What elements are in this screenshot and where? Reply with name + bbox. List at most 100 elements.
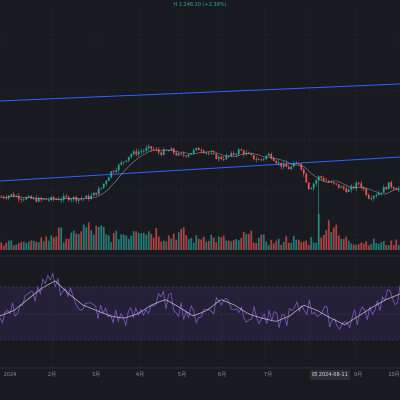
candle-body <box>202 150 205 153</box>
volume-bar <box>125 235 128 250</box>
candle-body <box>97 188 100 195</box>
candle-body <box>22 199 25 201</box>
candle-body <box>392 187 395 189</box>
volume-bar <box>350 243 353 250</box>
x-axis-tick-label: 6月 <box>217 372 227 378</box>
volume-bar <box>12 245 15 250</box>
volume-bar <box>295 239 298 250</box>
volume-bar <box>182 227 185 250</box>
volume-bar <box>162 240 165 250</box>
x-axis-tick-label: 4月 <box>135 372 145 378</box>
volume-bar <box>97 226 100 250</box>
volume-bar <box>157 236 160 250</box>
candle-body <box>130 154 133 157</box>
volume-bar <box>10 240 13 250</box>
candle-body <box>315 180 318 184</box>
volume-bar <box>20 241 23 250</box>
candle-body <box>377 193 380 196</box>
candle-body <box>387 182 390 190</box>
volume-bar <box>202 236 205 250</box>
candle-body <box>302 169 305 174</box>
candle-body <box>312 183 315 189</box>
volume-bar <box>102 226 105 250</box>
candle-body <box>70 199 73 201</box>
volume-bar <box>155 227 158 250</box>
volume-bar <box>192 242 195 250</box>
volume-bar <box>132 231 135 250</box>
candle-body <box>85 195 88 199</box>
volume-bar <box>237 240 240 250</box>
volume-bar <box>85 227 88 250</box>
volume-bar <box>280 244 283 250</box>
candle-body <box>277 162 280 164</box>
volume-bar <box>245 233 248 250</box>
volume-bar <box>80 231 83 250</box>
volume-bar <box>215 242 218 250</box>
candle-body <box>127 156 130 161</box>
volume-bar <box>217 236 220 250</box>
candle-body <box>390 182 393 188</box>
volume-bar <box>195 235 198 250</box>
volume-bar <box>255 243 258 250</box>
candle-body <box>192 150 195 154</box>
candle-body <box>222 159 225 160</box>
x-axis-tick-label: 5月 <box>177 372 187 378</box>
candle-body <box>17 195 20 200</box>
candle-body <box>372 196 375 199</box>
candle-body <box>92 192 95 196</box>
volume-bar <box>2 245 5 250</box>
candle-body <box>257 159 260 161</box>
candle-body <box>37 197 40 202</box>
candle-body <box>325 180 328 182</box>
x-axis-tick-label: 四 2024-08-11 <box>310 370 350 380</box>
candle-body <box>230 153 233 157</box>
volume-bar <box>335 224 338 250</box>
volume-bar <box>230 241 233 250</box>
volume-bar <box>137 232 140 250</box>
volume-bar <box>310 236 313 250</box>
volume-bar <box>210 234 213 250</box>
volume-bar <box>15 244 18 250</box>
volume-bar <box>112 233 115 250</box>
candle-body <box>300 163 303 170</box>
candle-body <box>147 146 150 149</box>
candle-body <box>52 197 55 200</box>
candle-body <box>107 177 110 181</box>
candle-body <box>95 192 98 195</box>
candle-body <box>357 182 360 184</box>
candle-body <box>47 199 50 201</box>
candle-body <box>382 187 385 193</box>
volume-bar <box>342 239 345 250</box>
volume-bar <box>337 235 340 250</box>
candle-body <box>252 154 255 160</box>
volume-bar <box>360 242 363 250</box>
volume-bar <box>120 234 123 250</box>
candle-body <box>367 195 370 199</box>
volume-bar <box>367 245 370 250</box>
volume-bar <box>160 241 163 250</box>
candle-body <box>310 188 313 190</box>
price-info-header: H 2,248.20 (+2.38%) <box>173 2 227 8</box>
candle-body <box>5 197 8 199</box>
candle-body <box>122 161 125 163</box>
volume-bar <box>382 241 385 250</box>
candle-body <box>380 192 383 194</box>
volume-bar <box>40 237 43 250</box>
volume-bar <box>260 234 263 250</box>
candle-body <box>35 197 38 202</box>
candle-body <box>320 176 323 178</box>
volume-bar <box>330 232 333 250</box>
volume-bar <box>180 228 183 250</box>
candle-body <box>102 183 105 188</box>
candle-body <box>207 152 210 154</box>
x-axis-tick-label: 2月 <box>47 372 57 378</box>
candle-body <box>375 195 378 197</box>
candle-body <box>82 198 85 200</box>
candle-body <box>200 150 203 151</box>
volume-bar <box>82 224 85 250</box>
candle-body <box>72 196 75 200</box>
volume-bar <box>67 238 70 250</box>
candle-body <box>292 163 295 167</box>
